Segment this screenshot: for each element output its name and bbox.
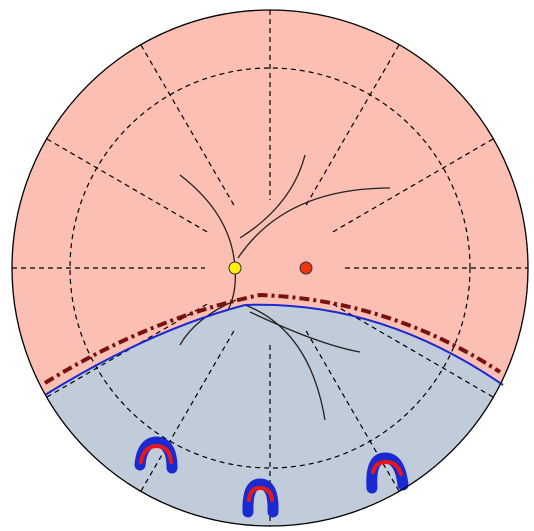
grid-circle bbox=[69, 67, 471, 469]
horizon-line bbox=[44, 303, 504, 396]
grid-line bbox=[330, 138, 494, 234]
grid-line bbox=[330, 302, 494, 398]
red-marker bbox=[299, 261, 313, 275]
dash-dot-boundary bbox=[43, 292, 502, 385]
horseshoe-inner bbox=[371, 459, 403, 476]
horseshoes bbox=[134, 436, 409, 518]
outer-circle bbox=[11, 9, 529, 527]
horseshoe-inner bbox=[139, 443, 173, 464]
yellow-marker bbox=[228, 261, 242, 275]
grid-line bbox=[140, 328, 236, 492]
trajectory bbox=[237, 187, 391, 259]
trajectory bbox=[179, 299, 237, 346]
grid-line bbox=[304, 44, 400, 208]
grid-line bbox=[140, 44, 236, 208]
grid-line bbox=[46, 138, 210, 234]
horseshoe-inner bbox=[247, 485, 274, 502]
trajectory bbox=[249, 311, 361, 353]
trajectory bbox=[244, 304, 326, 421]
trajectory bbox=[239, 154, 306, 239]
trajectories bbox=[179, 154, 391, 421]
